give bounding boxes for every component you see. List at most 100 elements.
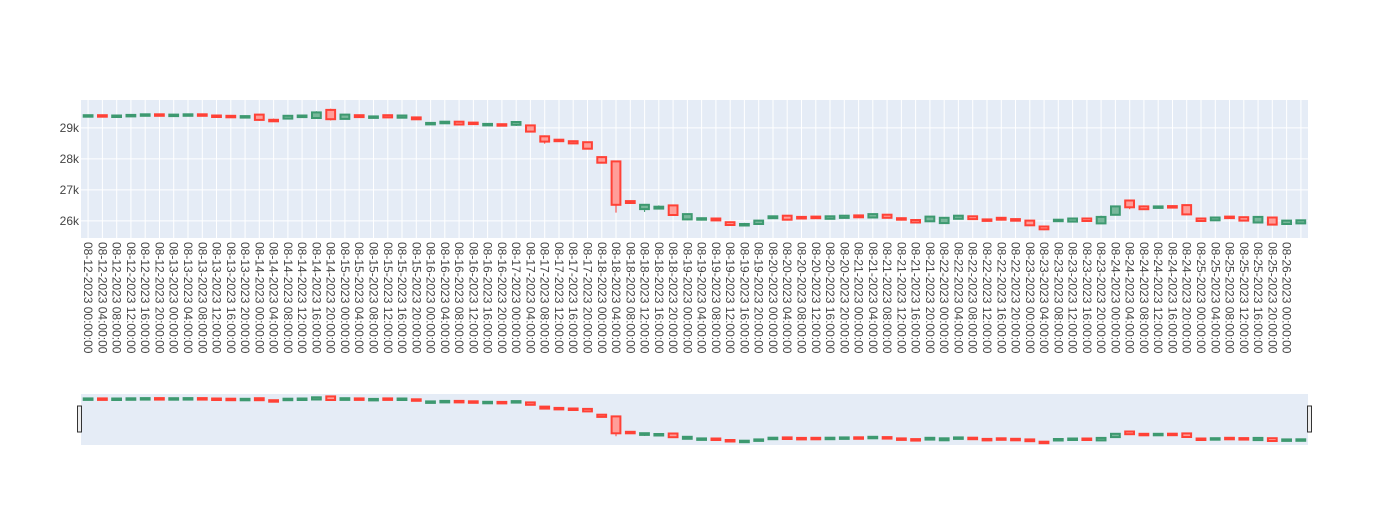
x-tick-label: 08-14-2023 00:00:00	[252, 242, 266, 354]
x-tick-label: 08-18-2023 00:00:00	[595, 242, 609, 354]
x-tick-label: 08-13-2023 16:00:00	[224, 242, 238, 354]
rangeslider-right-handle[interactable]	[1307, 405, 1312, 433]
x-tick-label: 08-15-2023 20:00:00	[409, 242, 423, 354]
candle-body	[653, 205, 665, 210]
candle-body	[696, 217, 708, 221]
slider-candle-body	[753, 438, 765, 442]
candle-body	[1081, 217, 1093, 222]
x-tick-label: 08-13-2023 04:00:00	[181, 242, 195, 354]
candle-body	[596, 156, 608, 164]
x-tick-label: 08-19-2023 12:00:00	[723, 242, 737, 354]
slider-candle-body	[1238, 437, 1250, 441]
x-tick-label: 08-21-2023 12:00:00	[894, 242, 908, 354]
candle-body	[1209, 216, 1221, 222]
slider-candle-body	[182, 397, 194, 401]
slider-candle-body	[639, 432, 650, 436]
slider-candle-body	[824, 436, 836, 441]
x-tick-label: 08-21-2023 08:00:00	[880, 242, 894, 354]
candle-body	[624, 200, 636, 205]
slider-candle-body	[838, 436, 850, 440]
candle-body	[724, 221, 736, 226]
slider-candle-body	[139, 397, 151, 401]
candle-body	[353, 114, 365, 119]
slider-candle-body	[382, 397, 394, 401]
candle-body	[553, 138, 565, 143]
candle-body	[97, 114, 108, 118]
slider-candle-body	[1095, 436, 1107, 442]
candle-body	[467, 121, 479, 126]
x-tick-label: 08-19-2023 00:00:00	[680, 242, 694, 354]
candle-body	[125, 113, 137, 118]
candle-body	[139, 113, 151, 117]
x-tick-label: 08-23-2023 00:00:00	[1023, 242, 1037, 354]
main-plot-grid	[81, 100, 1308, 238]
slider-candle-body	[196, 397, 208, 401]
candle-body	[539, 135, 551, 143]
slider-candle-body	[510, 400, 522, 404]
slider-candle-body	[1266, 437, 1278, 443]
x-tick-label: 08-13-2023 20:00:00	[238, 242, 252, 354]
candle-body	[896, 217, 907, 221]
x-tick-label: 08-13-2023 08:00:00	[195, 242, 209, 354]
slider-candle-body	[496, 400, 508, 405]
candle-body	[1295, 219, 1307, 225]
candle-body	[1252, 215, 1264, 224]
candle-body	[211, 114, 222, 118]
slider-candle-body	[425, 400, 436, 404]
x-tick-label: 08-24-2023 04:00:00	[1123, 242, 1137, 354]
x-tick-label: 08-14-2023 12:00:00	[295, 242, 309, 354]
slider-candle-body	[168, 397, 180, 401]
slider-candle-body	[467, 400, 479, 404]
candle-body	[496, 123, 508, 127]
x-tick-label: 08-18-2023 16:00:00	[652, 242, 666, 354]
slider-candle-body	[739, 439, 750, 444]
slider-candle-body	[154, 397, 165, 401]
candle-body	[439, 120, 451, 125]
slider-candle-body	[1224, 436, 1235, 441]
x-tick-label: 08-24-2023 08:00:00	[1137, 242, 1151, 354]
candle-body	[425, 121, 436, 126]
rangeslider-left-handle[interactable]	[77, 405, 82, 433]
slider-candle-body	[453, 399, 465, 404]
rangeslider-background[interactable]	[81, 394, 1308, 445]
x-tick-label: 08-20-2023 16:00:00	[823, 242, 837, 354]
y-tick-label: 28k	[60, 152, 80, 166]
x-tick-label: 08-16-2023 00:00:00	[424, 242, 438, 354]
candle-body	[510, 121, 522, 126]
candle-body	[154, 113, 165, 117]
slider-candle-body	[881, 436, 893, 440]
slider-candle-body	[624, 430, 636, 435]
candle-body	[667, 204, 679, 216]
candle-body	[1138, 205, 1150, 211]
slider-candle-body	[724, 439, 736, 443]
x-tick-label: 08-23-2023 16:00:00	[1080, 242, 1094, 354]
x-tick-label: 08-17-2023 04:00:00	[523, 242, 537, 354]
slider-candle-body	[1138, 432, 1150, 437]
x-tick-label: 08-24-2023 00:00:00	[1108, 242, 1122, 354]
slider-candle-body	[211, 397, 222, 401]
x-tick-label: 08-19-2023 04:00:00	[695, 242, 709, 354]
slider-candle-body	[239, 397, 251, 402]
candle-body	[196, 113, 208, 117]
slider-candle-body	[710, 437, 722, 441]
x-tick-label: 08-21-2023 20:00:00	[923, 242, 937, 354]
x-tick-label: 08-12-2023 12:00:00	[124, 242, 138, 354]
candle-body	[339, 113, 351, 120]
x-tick-label: 08-20-2023 08:00:00	[795, 242, 809, 354]
x-tick-label: 08-16-2023 16:00:00	[481, 242, 495, 354]
x-tick-label: 08-18-2023 04:00:00	[609, 242, 623, 354]
x-tick-label: 08-17-2023 16:00:00	[566, 242, 580, 354]
candle-body	[253, 113, 265, 121]
x-tick-label: 08-17-2023 20:00:00	[581, 242, 595, 354]
slider-candle-body	[396, 397, 408, 401]
candle-body	[1281, 219, 1292, 226]
candle-body	[396, 114, 408, 119]
x-tick-label: 08-18-2023 12:00:00	[638, 242, 652, 354]
candle-body	[995, 216, 1007, 221]
slider-candle-body	[610, 415, 622, 435]
slider-candle-body	[1181, 432, 1193, 438]
candle-body	[753, 219, 765, 226]
candle-body	[1238, 216, 1250, 222]
main-plot-candles	[82, 108, 1307, 231]
